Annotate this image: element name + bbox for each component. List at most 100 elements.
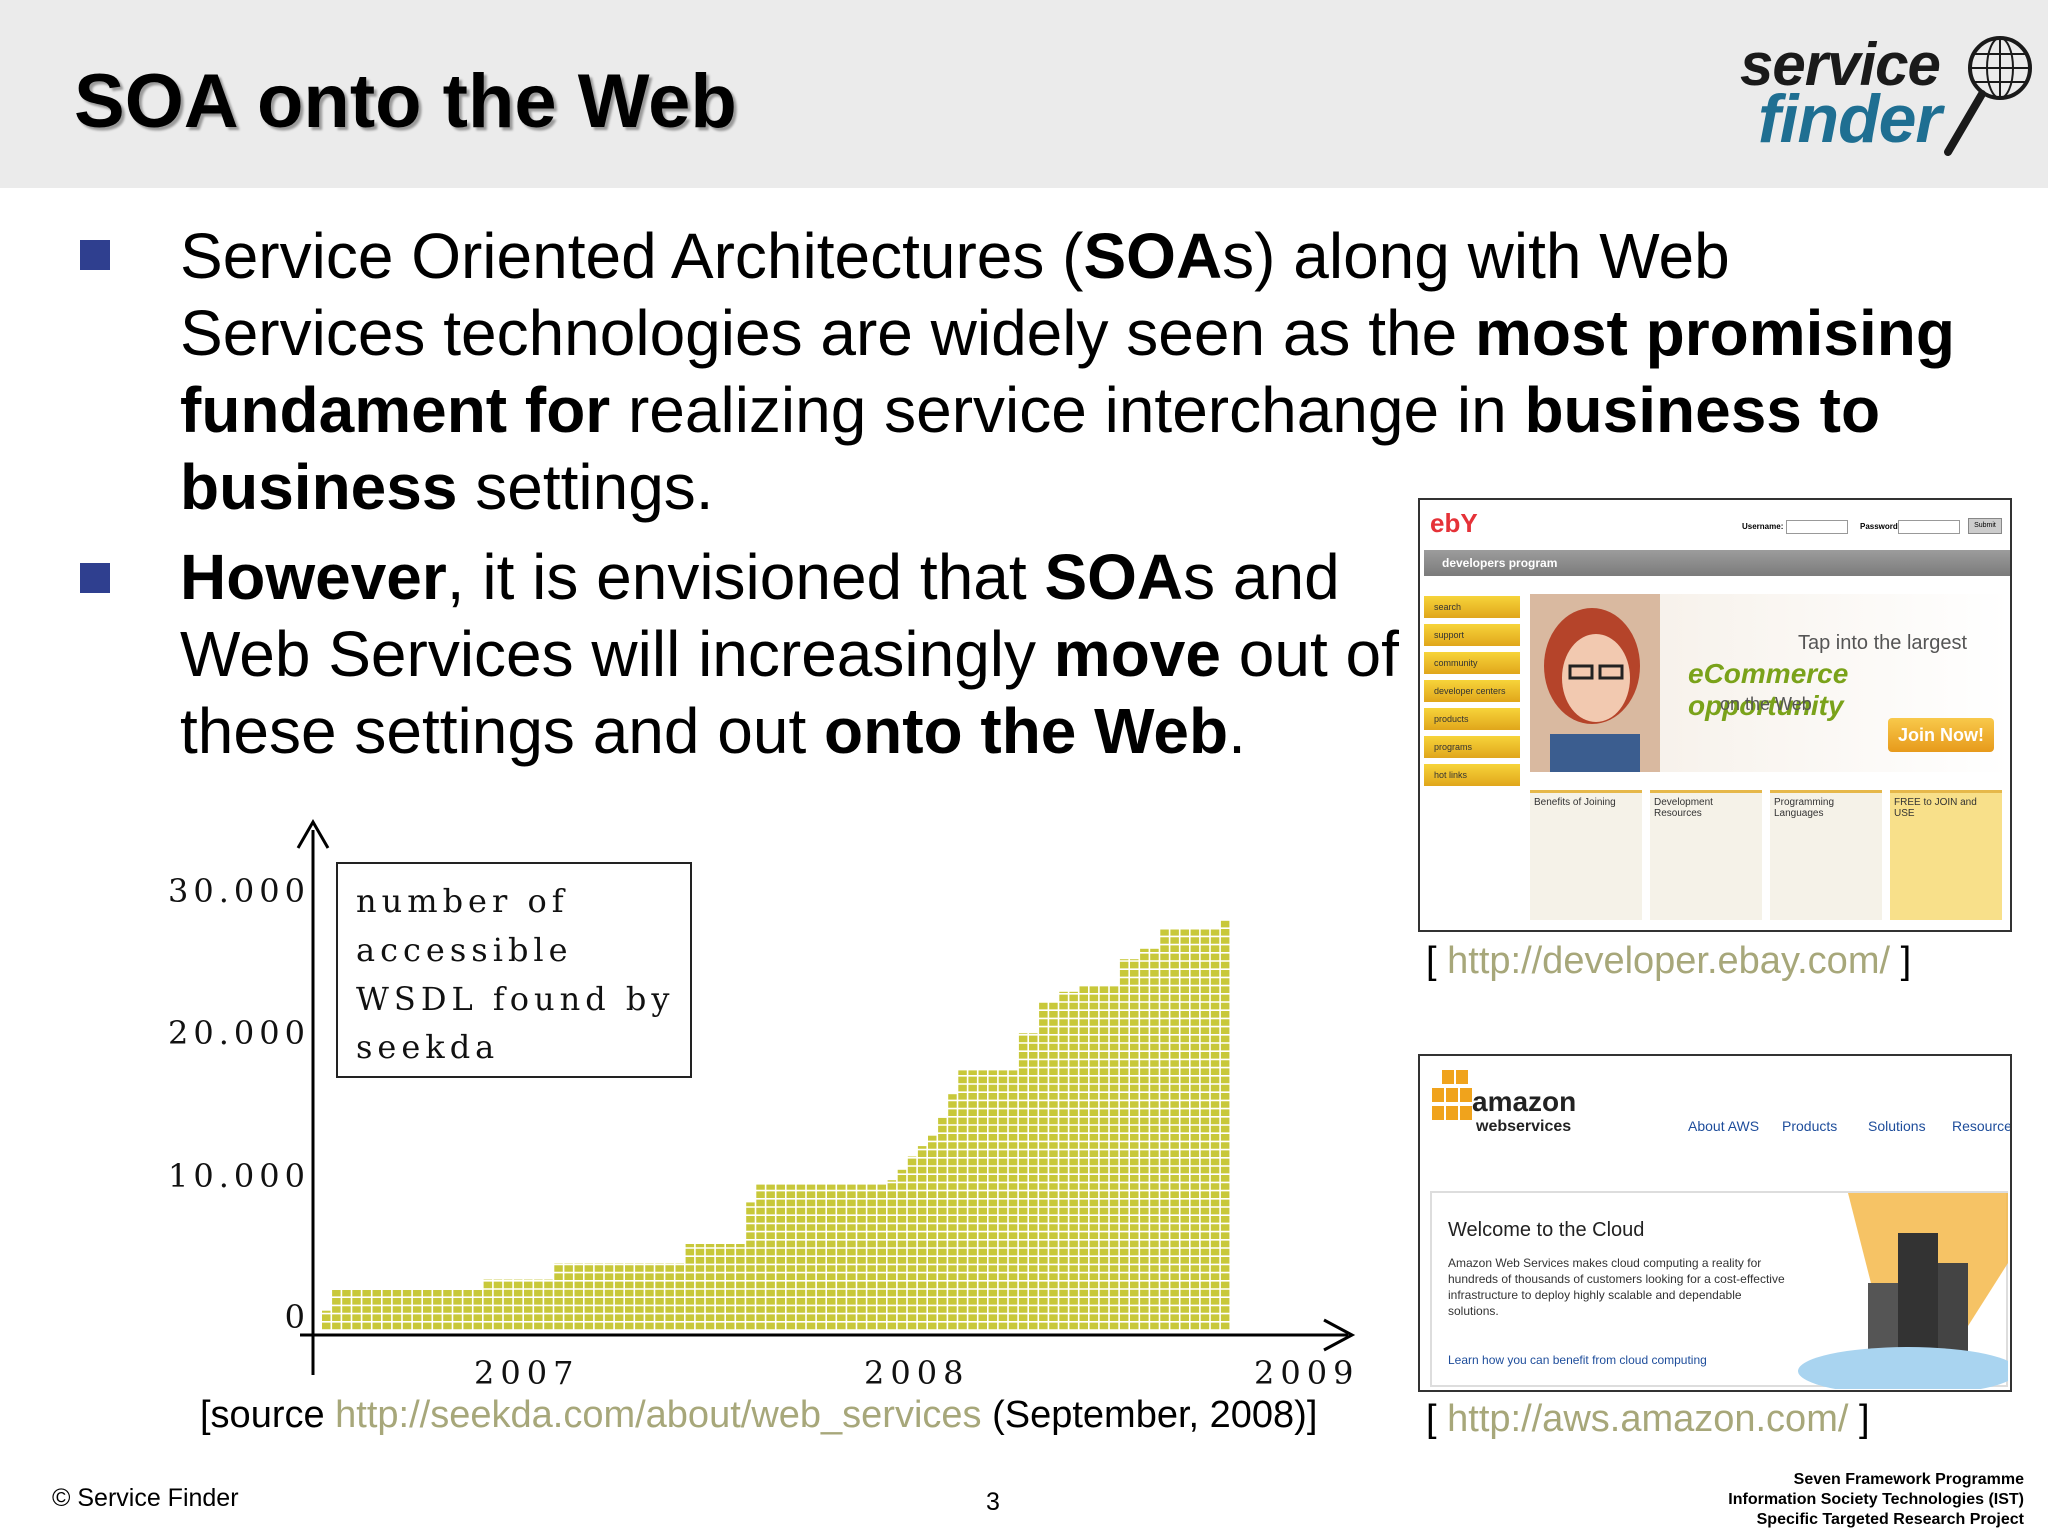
- chart-bar: [726, 1244, 735, 1330]
- chart-bar: [837, 1184, 846, 1330]
- x-tick-label: 2007: [474, 1354, 580, 1392]
- chart-bar: [786, 1184, 796, 1330]
- chart-bar: [352, 1290, 361, 1331]
- chart-bar: [887, 1180, 897, 1330]
- globe-magnifier-icon: [1944, 36, 2032, 156]
- chart-bar: [453, 1290, 462, 1331]
- chart-bar: [1190, 929, 1200, 1330]
- chart-source: [source http://seekda.com/about/web_serv…: [200, 1394, 1318, 1436]
- ebay-hero-banner: Tap into the largest eCommerce opportuni…: [1530, 594, 2010, 772]
- chart-bar: [433, 1290, 442, 1331]
- ebay-hero-line: eCommerce opportunity: [1688, 658, 1849, 721]
- chart-bar: [1059, 991, 1068, 1330]
- legend-line: seekda: [356, 1028, 500, 1066]
- y-tick-label: 10.000: [168, 1157, 310, 1195]
- chart-bar: [1140, 948, 1149, 1330]
- y-tick-label: 0: [284, 1298, 310, 1336]
- chart-bar: [847, 1184, 856, 1330]
- ebay-side-item[interactable]: hot links: [1424, 764, 1520, 786]
- aws-screenshot: amazon webservices About AWS Products So…: [1418, 1054, 2012, 1392]
- woman-photo-icon: [1530, 594, 1660, 772]
- x-tick-label: 2009: [1254, 1354, 1360, 1392]
- footer-line: Specific Targeted Research Project: [1756, 1511, 2024, 1528]
- footer-copyright: © Service Finder: [52, 1484, 239, 1512]
- y-tick-label: 20.000: [168, 1014, 310, 1052]
- chart-bar: [796, 1184, 806, 1330]
- cloud-buildings-icon: [1798, 1193, 2008, 1389]
- y-tick-label: 30.000: [168, 872, 310, 910]
- ebay-sidebar: search support community developer cente…: [1424, 596, 1520, 792]
- ebay-side-item[interactable]: developer centers: [1424, 680, 1520, 702]
- ebay-side-item[interactable]: programs: [1424, 736, 1520, 758]
- ebay-side-item[interactable]: community: [1424, 652, 1520, 674]
- chart-bar: [857, 1184, 866, 1330]
- chart-bar: [1008, 1070, 1018, 1330]
- aws-nav-item[interactable]: Solutions: [1868, 1118, 1926, 1134]
- chart-bar: [423, 1290, 432, 1331]
- ebay-username-input[interactable]: [1786, 520, 1848, 534]
- chart-bar: [695, 1244, 705, 1330]
- slide-header: [0, 0, 2048, 188]
- chart-bar: [382, 1290, 392, 1331]
- x-tick-label: 2008: [864, 1354, 970, 1392]
- chart-bar: [332, 1290, 341, 1331]
- chart-bar: [907, 1156, 917, 1331]
- bullet-marker-1: [80, 240, 110, 270]
- chart-bar: [917, 1146, 927, 1330]
- legend-line: number of: [356, 882, 569, 920]
- aws-brand: amazon: [1472, 1086, 1577, 1117]
- chart-bar: [736, 1244, 745, 1330]
- chart-bar: [897, 1169, 907, 1330]
- footer-programme: Seven Framework Programme Information So…: [1728, 1470, 2024, 1530]
- ebay-password-label: Password:: [1860, 522, 1901, 531]
- ebay-side-item[interactable]: products: [1424, 708, 1520, 730]
- chart-bar: [816, 1184, 826, 1330]
- chart-bar: [1170, 929, 1179, 1330]
- chart-bar: [806, 1184, 816, 1330]
- slide-title: SOA onto the Web: [74, 59, 737, 144]
- aws-welcome-heading: Welcome to the Cloud: [1448, 1219, 1645, 1241]
- aws-brand-sub: webservices: [1476, 1118, 1572, 1135]
- ebay-submit-button[interactable]: Submit: [1968, 518, 2002, 534]
- aws-nav-item[interactable]: Products: [1782, 1118, 1838, 1134]
- footer-line: Information Society Technologies (IST): [1728, 1491, 2024, 1508]
- page-number: 3: [986, 1488, 1000, 1516]
- chart-bar: [1180, 929, 1189, 1330]
- ebay-screenshot: ebY Username: Password: Submit developer…: [1418, 498, 2012, 932]
- logo-word-finder: finder: [1758, 81, 1942, 157]
- chart-bar: [473, 1290, 482, 1331]
- chart-bar: [1130, 959, 1139, 1330]
- ebay-password-input[interactable]: [1898, 520, 1960, 534]
- ebay-hero-line: Tap into the largest: [1798, 632, 1967, 654]
- chart-bar: [988, 1070, 998, 1330]
- ebay-nav-bar: developers program: [1424, 550, 2010, 576]
- ebay-col: FREE to JOIN and USE: [1890, 790, 2002, 920]
- ebay-columns: Benefits of Joining Development Resource…: [1530, 790, 2010, 920]
- aws-caption: [ http://aws.amazon.com/ ]: [1426, 1398, 1870, 1440]
- chart-legend-box: number of accessible WSDL found by seekd…: [336, 862, 692, 1078]
- ebay-col: Development Resources: [1650, 790, 1762, 920]
- aws-learn-link[interactable]: Learn how you can benefit from cloud com…: [1448, 1353, 1707, 1367]
- chart-bar: [948, 1094, 957, 1330]
- ebay-link[interactable]: http://developer.ebay.com/: [1447, 940, 1891, 982]
- chart-bar: [1069, 991, 1078, 1330]
- chart-bar: [322, 1310, 331, 1330]
- aws-link[interactable]: http://aws.amazon.com/: [1447, 1398, 1849, 1440]
- chart-bar: [1119, 959, 1129, 1330]
- bullet-text-2: However, it is envisioned that SOAs and …: [180, 541, 1399, 767]
- legend-line: accessible: [356, 931, 573, 969]
- seekda-link[interactable]: http://seekda.com/about/web_services: [335, 1394, 982, 1436]
- bullet-marker-2: [80, 563, 110, 593]
- service-finder-logo: service finder: [1730, 22, 2048, 172]
- aws-welcome-body: Amazon Web Services makes cloud computin…: [1448, 1256, 1785, 1318]
- ebay-side-item[interactable]: search: [1424, 596, 1520, 618]
- ebay-join-button[interactable]: Join Now!: [1888, 718, 1994, 752]
- chart-bar: [392, 1290, 402, 1331]
- chart-bar: [756, 1184, 765, 1330]
- aws-nav-item[interactable]: About AWS: [1688, 1118, 1760, 1134]
- chart-bar: [715, 1244, 725, 1330]
- ebay-side-item[interactable]: support: [1424, 624, 1520, 646]
- chart-bar: [978, 1070, 987, 1330]
- aws-nav-item[interactable]: Resource: [1952, 1118, 2012, 1134]
- chart-bar: [776, 1184, 785, 1330]
